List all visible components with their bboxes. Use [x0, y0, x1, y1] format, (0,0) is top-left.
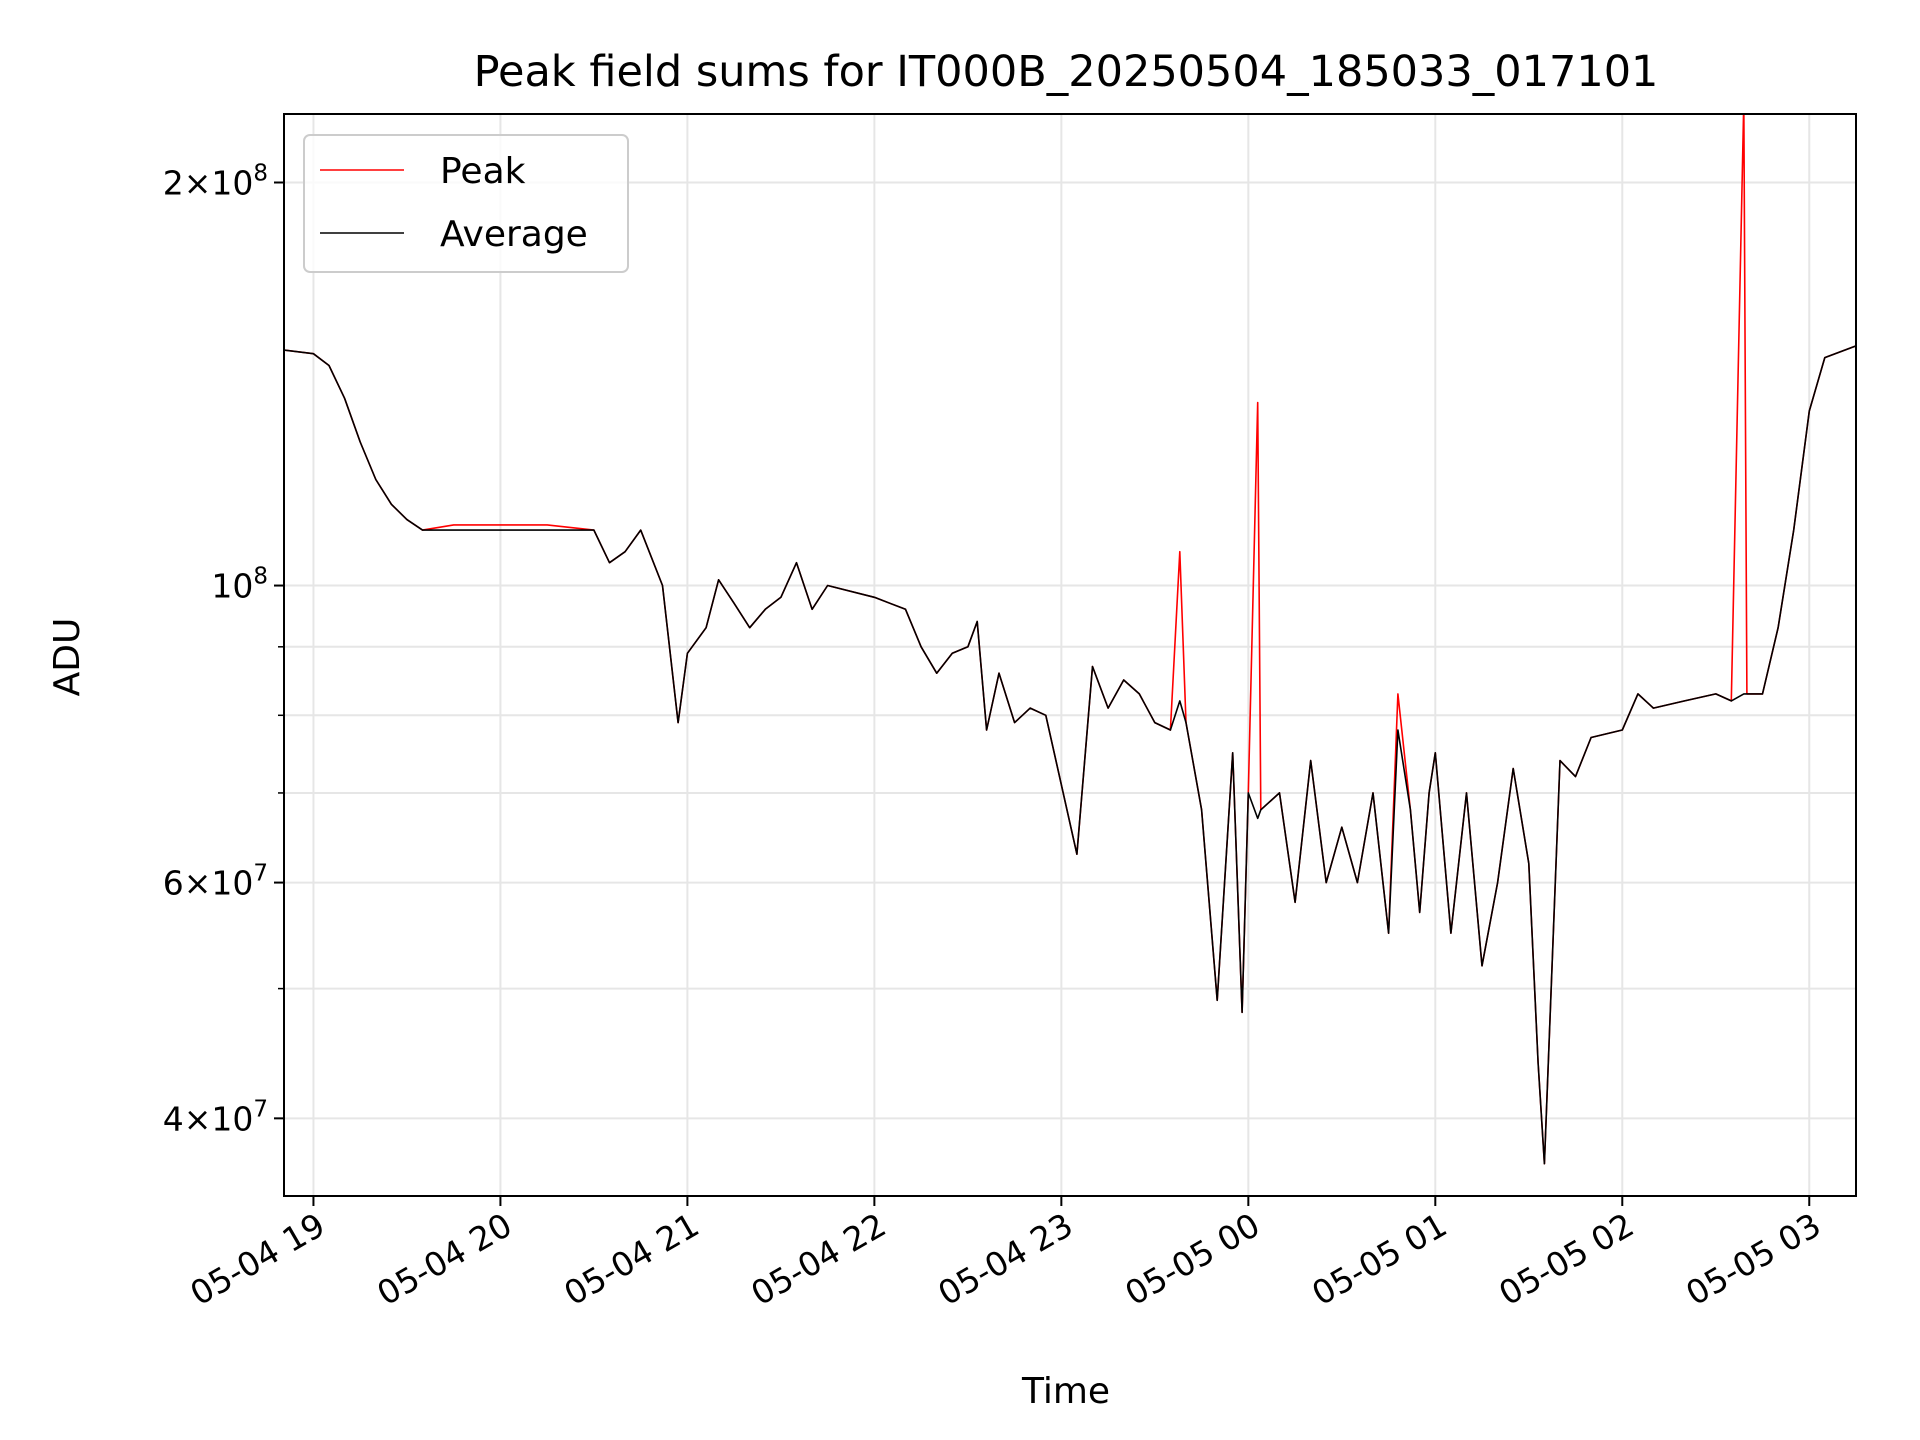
- series-line-average: [284, 345, 1856, 1165]
- y-tick-label: 2×108: [163, 160, 268, 202]
- y-tick-label: 4×107: [163, 1096, 268, 1138]
- plot-frame: [283, 113, 1857, 1197]
- legend-label-peak: Peak: [440, 151, 526, 192]
- y-tick-label: 6×107: [163, 861, 268, 903]
- y-axis-label: ADU: [47, 618, 88, 697]
- x-axis-label: Time: [1021, 1371, 1110, 1412]
- chart-title: Peak field sums for IT000B_20250504_1850…: [474, 47, 1659, 97]
- y-axis: 4×107 6×107 108 2×108: [163, 160, 284, 1138]
- legend-label-average: Average: [440, 214, 588, 255]
- y-tick-label: 108: [211, 564, 268, 606]
- legend: Peak Average: [303, 134, 629, 273]
- plot-lines: [284, 114, 1856, 1165]
- grid: [284, 114, 1856, 1196]
